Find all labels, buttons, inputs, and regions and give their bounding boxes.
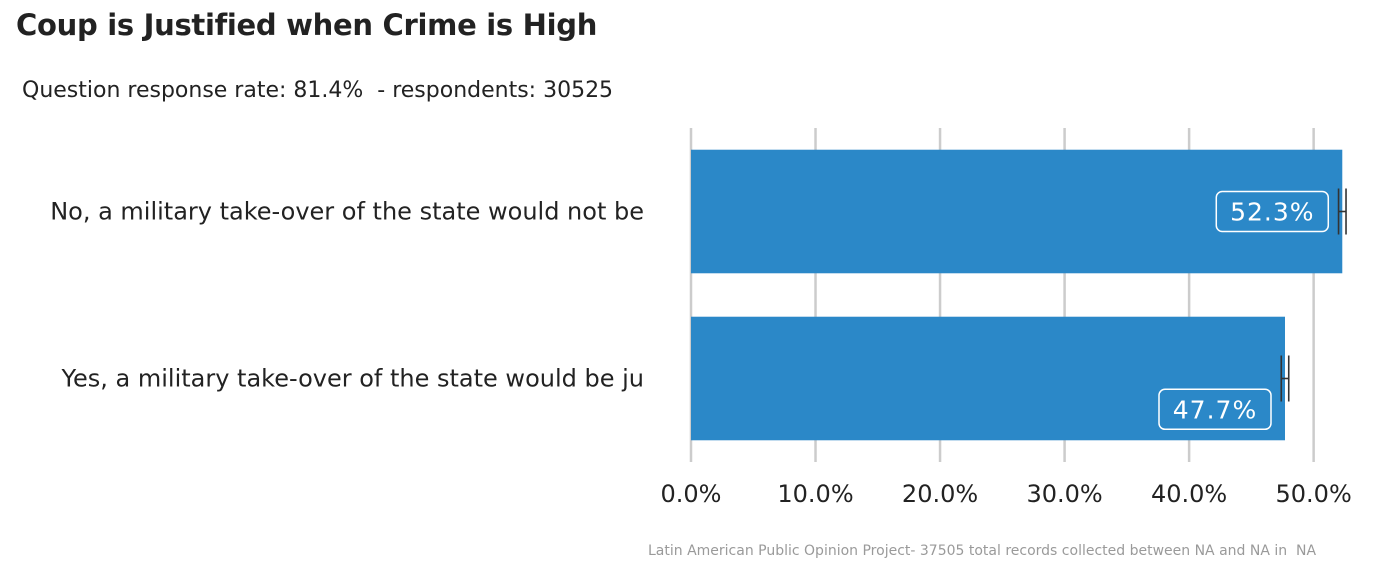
data-label: 52.3%	[1215, 190, 1330, 233]
category-label: No, a military take-over of the state wo…	[50, 198, 644, 226]
tick-label: 40.0%	[1151, 480, 1227, 508]
svg-text:52.3%: 52.3%	[1230, 198, 1314, 227]
error-bars	[1280, 188, 1347, 402]
tick-label: 0.0%	[661, 480, 722, 508]
chart-subtitle: Question response rate: 81.4% - responde…	[22, 78, 614, 103]
tick-label: 20.0%	[902, 480, 978, 508]
data-label: 47.7%	[1158, 388, 1272, 431]
chart-title: Coup is Justified when Crime is High	[16, 8, 598, 42]
data-labels: 52.3% 47.7%	[1158, 190, 1330, 431]
chart-caption: Latin American Public Opinion Project- 3…	[648, 543, 1317, 559]
tick-label: 10.0%	[777, 480, 853, 508]
tick-labels: 0.0% 10.0% 20.0% 30.0% 40.0% 50.0%	[661, 480, 1352, 508]
tick-label: 50.0%	[1276, 480, 1352, 508]
error-bar	[1337, 188, 1347, 235]
svg-text:47.7%: 47.7%	[1173, 395, 1257, 424]
error-bar	[1280, 355, 1290, 402]
category-labels: No, a military take-over of the state wo…	[50, 198, 644, 393]
tick-label: 30.0%	[1026, 480, 1102, 508]
category-label: Yes, a military take-over of the state w…	[61, 365, 644, 393]
